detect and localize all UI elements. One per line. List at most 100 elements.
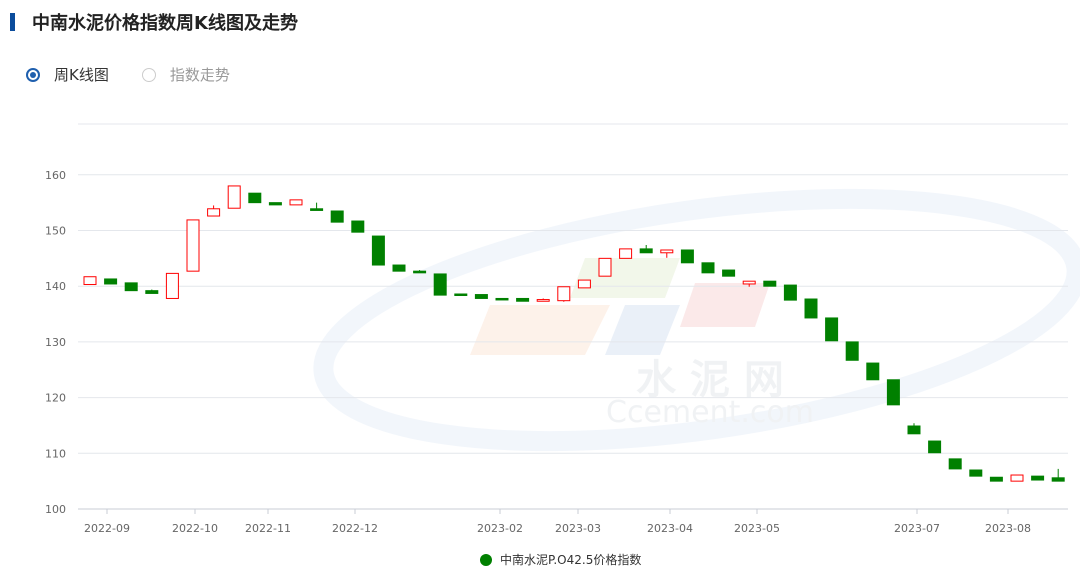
x-tick-label: 2022-11 [245,522,291,535]
candle[interactable] [454,293,468,296]
candle[interactable] [124,282,138,292]
candle[interactable] [680,249,694,264]
candle[interactable] [701,262,715,274]
watermark-en: Ccement.com [606,395,814,430]
candle-body [557,286,571,302]
candle[interactable] [289,199,303,206]
y-tick-label: 150 [45,225,66,238]
candle[interactable] [969,469,983,477]
y-tick-label: 160 [45,169,66,182]
candle[interactable] [928,440,942,454]
candle-body [1051,477,1065,482]
candle-body [619,248,633,259]
candle-body [351,220,365,233]
candle[interactable] [165,272,179,299]
candle[interactable] [907,423,921,435]
candle-body [845,341,859,361]
candle[interactable] [104,278,118,285]
candle[interactable] [268,202,282,206]
candle[interactable] [783,284,797,301]
candle-body [577,279,591,289]
candle[interactable] [866,362,880,381]
view-toggle: 周K线图 指数走势 [26,64,263,85]
candle[interactable] [1031,475,1045,481]
page-title: 中南水泥价格指数周K线图及走势 [10,9,298,35]
candle-body [186,219,200,272]
candle[interactable] [619,248,633,259]
x-tick-label: 2022-10 [172,522,218,535]
candle[interactable] [248,192,262,204]
candle[interactable] [186,219,200,272]
radio-index-trend[interactable]: 指数走势 [141,64,230,85]
candle[interactable] [474,294,488,299]
candle[interactable] [83,276,97,286]
candle-body [639,248,653,254]
x-tick-label: 2023-07 [894,522,940,535]
candle[interactable] [310,202,324,211]
candle[interactable] [804,298,818,319]
candle[interactable] [207,205,221,217]
candle-body [165,272,179,299]
candle[interactable] [145,289,159,294]
candle[interactable] [413,270,427,274]
candle[interactable] [227,185,241,209]
candle-body [907,425,921,435]
candle[interactable] [536,298,550,302]
candle-body [145,290,159,294]
title-accent-bar [10,13,15,31]
radio-label: 周K线图 [54,66,109,84]
candle-body [948,458,962,470]
candle-body [104,278,118,285]
candle[interactable] [763,280,777,287]
candle-body [474,294,488,299]
candle-body [371,235,385,266]
legend-label: 中南水泥P.O42.5价格指数 [500,553,642,567]
y-tick-label: 110 [45,447,66,460]
candle[interactable] [825,317,839,342]
candle[interactable] [433,273,447,296]
title-text: 中南水泥价格指数周K线图及走势 [32,13,298,34]
candle[interactable] [1051,468,1065,482]
candle[interactable] [598,257,612,277]
y-tick-label: 120 [45,392,66,405]
x-tick-label: 2023-08 [985,522,1031,535]
candle-body [763,280,777,287]
candle-body [207,208,221,217]
candle-body [783,284,797,301]
candle[interactable] [392,264,406,272]
candle[interactable] [660,249,674,258]
candle[interactable] [639,244,653,254]
candle-body [866,362,880,381]
candle[interactable] [577,279,591,289]
candle[interactable] [722,269,736,277]
candle[interactable] [557,286,571,302]
y-tick-label: 140 [45,280,66,293]
x-tick-label: 2022-12 [332,522,378,535]
candle[interactable] [989,476,1003,482]
candle[interactable] [516,297,530,302]
candle[interactable] [886,379,900,406]
radio-unselected-icon [141,67,156,82]
candle[interactable] [742,280,756,287]
y-tick-label: 130 [45,336,66,349]
x-tick-label: 2022-09 [84,522,130,535]
x-tick-label: 2023-03 [555,522,601,535]
y-tick-label: 100 [45,503,66,516]
candle-body [536,299,550,302]
candle-body [1010,474,1024,482]
candle-body [680,249,694,264]
candle[interactable] [351,220,365,233]
candle-body [825,317,839,342]
radio-selected-icon [26,67,40,82]
candle[interactable] [495,297,509,301]
candle[interactable] [1010,474,1024,482]
candle[interactable] [948,458,962,470]
radio-weekly-kline[interactable]: 周K线图 [26,64,109,85]
candle-body [804,298,818,319]
candle-body [124,282,138,292]
candle[interactable] [845,341,859,361]
candle[interactable] [371,235,385,266]
legend[interactable]: 中南水泥P.O42.5价格指数 [480,551,641,568]
candle[interactable] [330,210,344,223]
